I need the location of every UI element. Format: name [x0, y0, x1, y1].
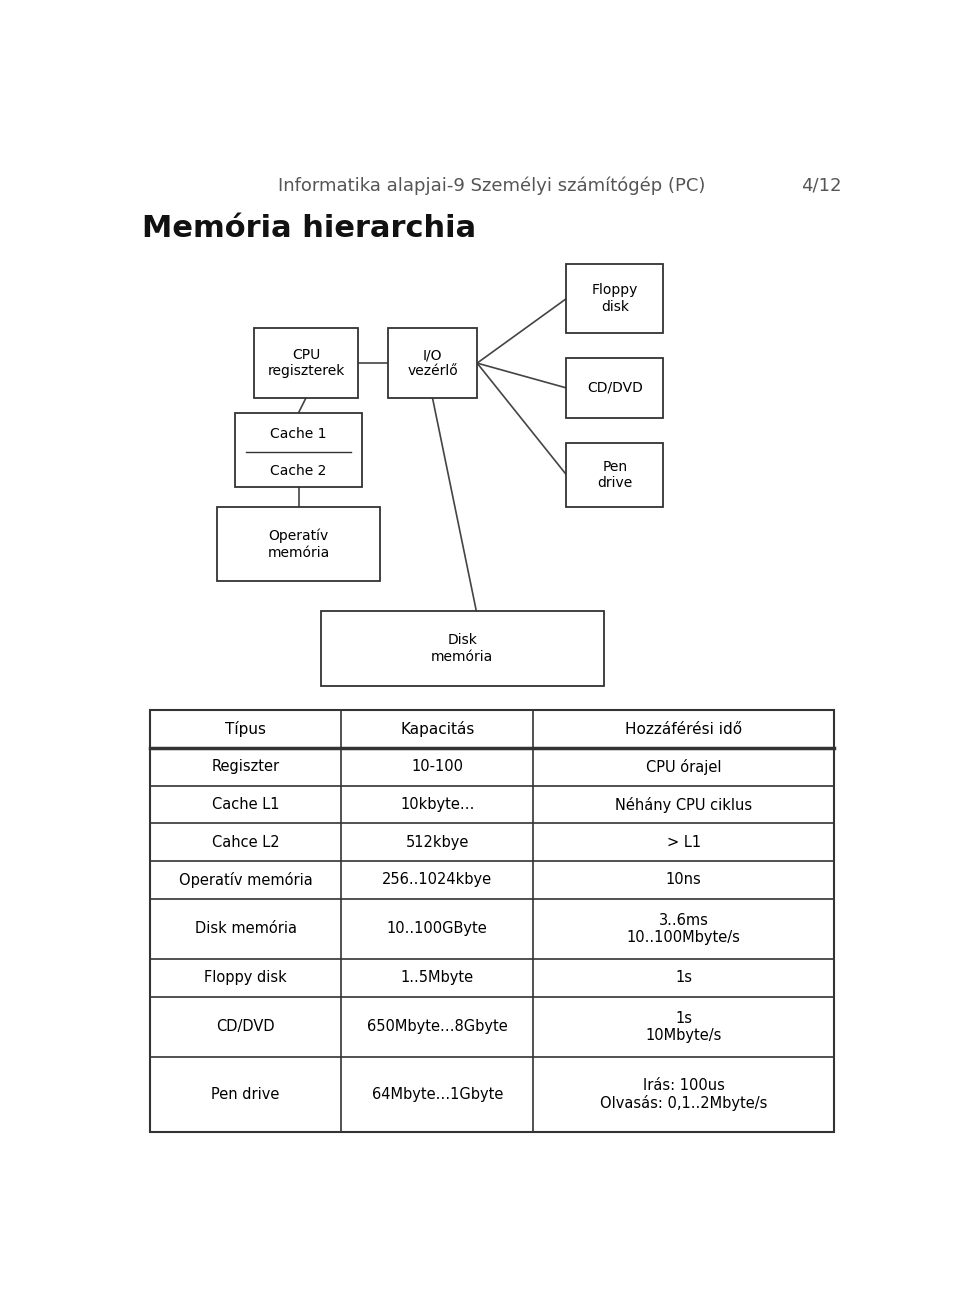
Text: Néhány CPU ciklus: Néhány CPU ciklus [615, 797, 753, 812]
Text: CPU
regiszterek: CPU regiszterek [267, 348, 345, 378]
Text: CPU órajel: CPU órajel [646, 759, 721, 775]
Text: Típus: Típus [225, 722, 266, 737]
Text: Cahce L2: Cahce L2 [212, 835, 279, 849]
Text: Operatív memória: Operatív memória [179, 871, 312, 888]
Text: CD/DVD: CD/DVD [216, 1020, 275, 1034]
Text: Kapacitás: Kapacitás [400, 722, 474, 737]
Text: Disk
memória: Disk memória [431, 633, 493, 664]
Text: 1..5Mbyte: 1..5Mbyte [400, 971, 474, 985]
Text: 10ns: 10ns [666, 873, 702, 888]
FancyBboxPatch shape [150, 710, 834, 1132]
Text: 512kbye: 512kbye [405, 835, 468, 849]
Text: 10kbyte…: 10kbyte… [400, 797, 474, 812]
Text: I/O
vezérlő: I/O vezérlő [407, 348, 458, 378]
Text: Cache 1: Cache 1 [271, 427, 326, 441]
Text: Memória hierarchia: Memória hierarchia [142, 214, 476, 244]
Text: Regiszter: Regiszter [211, 759, 279, 775]
Text: Pen
drive: Pen drive [597, 460, 633, 490]
Text: 650Mbyte…8Gbyte: 650Mbyte…8Gbyte [367, 1020, 508, 1034]
FancyBboxPatch shape [321, 611, 604, 686]
Text: Hozzáférési idő: Hozzáférési idő [625, 722, 742, 737]
Text: Informatika alapjai-9 Személyi számítógép (PC): Informatika alapjai-9 Személyi számítógé… [278, 177, 706, 195]
FancyBboxPatch shape [235, 412, 362, 487]
Text: Floppy disk: Floppy disk [204, 971, 287, 985]
Text: Pen drive: Pen drive [211, 1087, 279, 1102]
Text: Cache 2: Cache 2 [271, 464, 326, 478]
Text: 1s: 1s [675, 971, 692, 985]
Text: Operatív
memória: Operatív memória [268, 528, 329, 559]
Text: 64Mbyte…1Gbyte: 64Mbyte…1Gbyte [372, 1087, 503, 1102]
Text: Irás: 100us
Olvasás: 0,1..2Mbyte/s: Irás: 100us Olvasás: 0,1..2Mbyte/s [600, 1078, 767, 1111]
Text: Floppy
disk: Floppy disk [591, 284, 638, 313]
FancyBboxPatch shape [217, 507, 380, 581]
Text: Cache L1: Cache L1 [212, 797, 279, 812]
Text: 1s
10Mbyte/s: 1s 10Mbyte/s [645, 1011, 722, 1043]
Text: 256..1024kbye: 256..1024kbye [382, 873, 492, 888]
Text: 10..100GByte: 10..100GByte [387, 922, 488, 936]
FancyBboxPatch shape [566, 264, 663, 334]
Text: 3..6ms
10..100Mbyte/s: 3..6ms 10..100Mbyte/s [627, 913, 740, 945]
Text: Disk memória: Disk memória [195, 922, 297, 936]
FancyBboxPatch shape [566, 358, 663, 418]
Text: 10-100: 10-100 [411, 759, 464, 775]
Text: > L1: > L1 [666, 835, 701, 849]
FancyBboxPatch shape [566, 442, 663, 507]
Text: CD/DVD: CD/DVD [587, 382, 642, 394]
FancyBboxPatch shape [253, 329, 358, 398]
Text: 4/12: 4/12 [802, 177, 842, 195]
FancyBboxPatch shape [388, 329, 477, 398]
